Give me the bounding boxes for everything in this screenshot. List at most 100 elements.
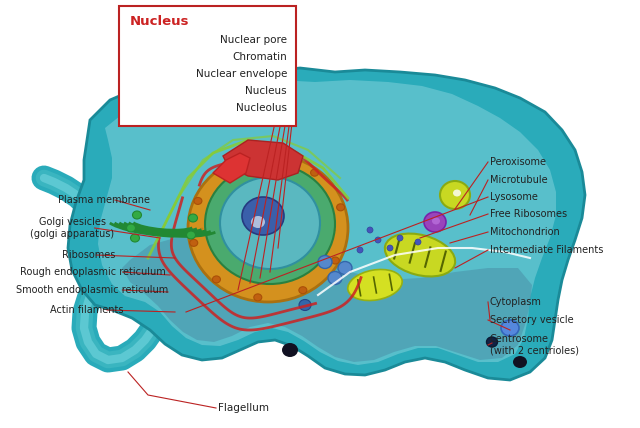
Ellipse shape [127,224,136,232]
Ellipse shape [282,343,298,357]
Text: Actin filaments: Actin filaments [50,305,124,315]
Text: Rough endoplasmic reticulum: Rough endoplasmic reticulum [20,267,166,277]
Text: Lysosome: Lysosome [490,192,538,202]
Ellipse shape [260,265,263,268]
Polygon shape [122,235,532,362]
Ellipse shape [262,256,266,260]
Ellipse shape [216,202,220,207]
Ellipse shape [385,234,455,276]
Ellipse shape [357,247,363,253]
Text: Cytoplasm: Cytoplasm [490,297,542,307]
Ellipse shape [189,214,198,222]
Text: Nuclear envelope: Nuclear envelope [196,69,287,79]
Text: Microtubule: Microtubule [490,175,548,185]
Ellipse shape [289,239,294,241]
Ellipse shape [188,154,348,302]
Ellipse shape [237,224,239,229]
Ellipse shape [248,170,252,175]
Ellipse shape [213,229,216,233]
Ellipse shape [258,262,262,265]
Ellipse shape [131,234,140,242]
Ellipse shape [440,181,470,209]
Ellipse shape [415,239,421,245]
Ellipse shape [307,199,310,201]
Ellipse shape [307,267,310,269]
Ellipse shape [291,229,294,234]
Ellipse shape [314,187,317,190]
Ellipse shape [387,245,393,251]
Ellipse shape [318,256,332,268]
Ellipse shape [397,235,403,241]
Text: Chromatin: Chromatin [232,52,287,62]
Ellipse shape [194,197,202,205]
Ellipse shape [223,165,232,172]
Ellipse shape [299,287,307,294]
Text: Plasma membrane: Plasma membrane [58,195,150,205]
Polygon shape [223,140,303,180]
Text: Peroxisome: Peroxisome [490,157,546,167]
Ellipse shape [269,250,273,254]
Text: Secretory vesicle: Secretory vesicle [490,315,573,325]
Text: Nuclear pore: Nuclear pore [220,35,287,45]
Ellipse shape [293,274,296,276]
Ellipse shape [424,212,446,232]
Ellipse shape [279,207,281,210]
FancyBboxPatch shape [119,6,296,126]
Text: Free Ribosomes: Free Ribosomes [490,209,567,219]
Text: Mitochondrion: Mitochondrion [490,227,560,237]
Ellipse shape [241,244,244,246]
Ellipse shape [285,220,289,223]
Ellipse shape [310,169,319,176]
Ellipse shape [278,247,282,249]
Ellipse shape [238,210,241,212]
Ellipse shape [225,238,229,241]
Polygon shape [68,68,585,380]
Ellipse shape [257,183,261,186]
Ellipse shape [236,205,240,209]
Ellipse shape [215,219,218,223]
Text: Smooth endoplasmic reticulum: Smooth endoplasmic reticulum [16,285,168,295]
Text: Nucleus: Nucleus [130,15,189,28]
Polygon shape [98,80,556,365]
Ellipse shape [200,228,204,230]
Ellipse shape [132,211,141,219]
Ellipse shape [212,276,220,283]
Ellipse shape [216,201,220,204]
Ellipse shape [299,300,311,310]
Ellipse shape [251,216,265,228]
Ellipse shape [375,237,381,243]
Ellipse shape [186,231,195,239]
Ellipse shape [332,229,336,232]
Text: Golgi vesicles
(golgi apparatus): Golgi vesicles (golgi apparatus) [30,217,114,239]
Ellipse shape [513,356,527,368]
Ellipse shape [220,177,320,269]
Text: Centrosome
(with 2 centrioles): Centrosome (with 2 centrioles) [490,334,579,356]
Ellipse shape [281,178,284,181]
Text: Ribosomes: Ribosomes [62,250,115,260]
Ellipse shape [453,190,461,196]
Ellipse shape [242,197,284,235]
Ellipse shape [274,243,278,247]
Ellipse shape [338,262,352,274]
Ellipse shape [299,231,301,235]
Text: Intermediate Filaments: Intermediate Filaments [490,245,604,255]
Ellipse shape [303,198,307,202]
Ellipse shape [501,320,519,336]
Ellipse shape [486,337,497,347]
Ellipse shape [248,279,252,282]
Ellipse shape [210,214,212,219]
Text: Nucleus: Nucleus [245,86,287,96]
Ellipse shape [332,257,339,264]
Ellipse shape [348,270,402,300]
Text: Nucleolus: Nucleolus [236,103,287,113]
Ellipse shape [189,239,198,247]
Ellipse shape [268,155,276,162]
Ellipse shape [264,227,269,231]
Ellipse shape [205,164,335,284]
Ellipse shape [432,217,440,225]
Ellipse shape [307,205,312,209]
Ellipse shape [367,227,373,233]
Ellipse shape [261,218,263,220]
Text: Flagellum: Flagellum [218,403,269,413]
Ellipse shape [337,204,344,211]
